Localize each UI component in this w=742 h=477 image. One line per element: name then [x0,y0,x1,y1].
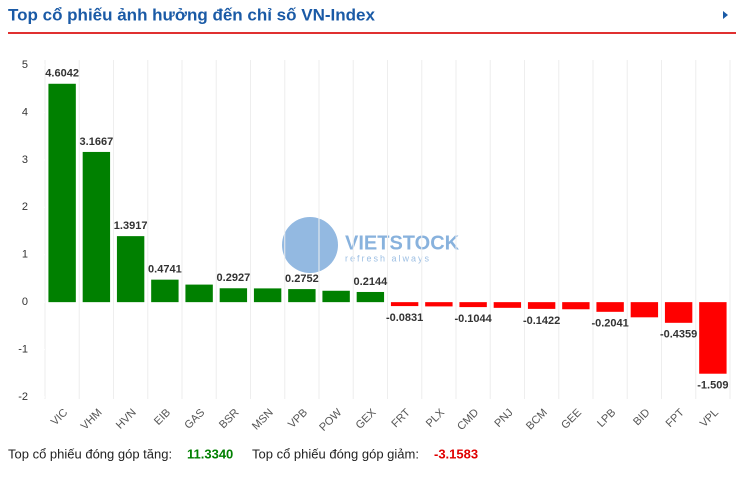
value-label: -1.509 [697,380,728,392]
bar [390,302,419,307]
value-label: -0.2041 [591,318,628,330]
x-tick-label: GEX [354,406,379,431]
value-label: 4.6042 [45,68,79,80]
bar [596,302,624,312]
footer-down-value: -3.1583 [434,446,478,461]
bar [116,236,145,303]
footer-down-label: Top cổ phiếu đóng góp giảm: [252,446,419,461]
y-tick-label: 1 [22,249,28,261]
x-tick-label: GAS [182,407,207,432]
value-label: 0.2144 [354,276,389,288]
bar [630,302,659,318]
bar [151,279,179,303]
y-tick-label: -1 [18,343,28,355]
x-tick-label: BID [631,407,652,428]
value-label: 1.3917 [114,220,148,232]
bar [48,83,76,303]
bar [322,290,350,303]
x-tick-label: BCM [524,407,550,433]
x-tick-label: FRT [389,406,413,430]
y-tick-label: 4 [22,106,28,118]
x-tick-label: PNJ [492,407,515,430]
value-label: 0.2927 [217,272,251,284]
x-tick-label: LPB [595,407,618,430]
value-label: -0.1422 [523,315,560,327]
bar [699,302,727,374]
x-tick-label: VIC [49,407,70,428]
bar [356,291,385,303]
x-tick-label: POW [317,406,345,434]
bar [459,302,487,308]
value-label: -0.0831 [386,312,423,324]
x-tick-label: MSN [250,407,276,433]
x-tick-label: VHM [79,407,105,433]
expand-arrow[interactable] [723,11,728,19]
x-tick-label: FPT [664,406,687,429]
bar [425,302,453,307]
bar [253,288,282,303]
footer-up-label: Top cổ phiếu đóng góp tăng: [8,446,172,461]
value-label: -0.1044 [454,313,492,325]
y-tick-label: 2 [22,201,28,213]
y-tick-label: -2 [18,391,28,403]
watermark-text: VIETSTOCK [345,232,460,254]
header-title: Top cổ phiếu ảnh hưởng đến chỉ số VN-Ind… [8,5,375,24]
bar [562,302,590,310]
bar [288,289,316,303]
x-tick-label: EIB [152,407,173,428]
x-tick-label: VPL [698,407,721,430]
value-label: 0.2752 [285,273,319,285]
bar [527,302,556,309]
value-label: -0.4359 [660,329,697,341]
value-label: 0.4741 [148,264,182,276]
bar [664,302,693,323]
x-tick-label: BSR [217,407,242,432]
y-tick-label: 0 [22,296,28,308]
x-tick-label: GEE [559,407,584,432]
watermark-tagline: refresh always [345,253,431,263]
x-tick-label: CMD [455,407,481,433]
y-tick-label: 3 [22,154,28,166]
watermark-logo [282,217,338,273]
x-tick-label: HVN [114,407,139,432]
x-tick-label: VPB [286,407,310,431]
x-tick-label: PLX [424,406,448,430]
bar [493,302,522,308]
bar [219,288,248,303]
bar [82,151,111,303]
footer-up-value: 11.3340 [187,446,233,461]
value-label: 3.1667 [80,136,114,148]
y-tick-label: 5 [22,59,28,71]
bar [185,284,213,303]
